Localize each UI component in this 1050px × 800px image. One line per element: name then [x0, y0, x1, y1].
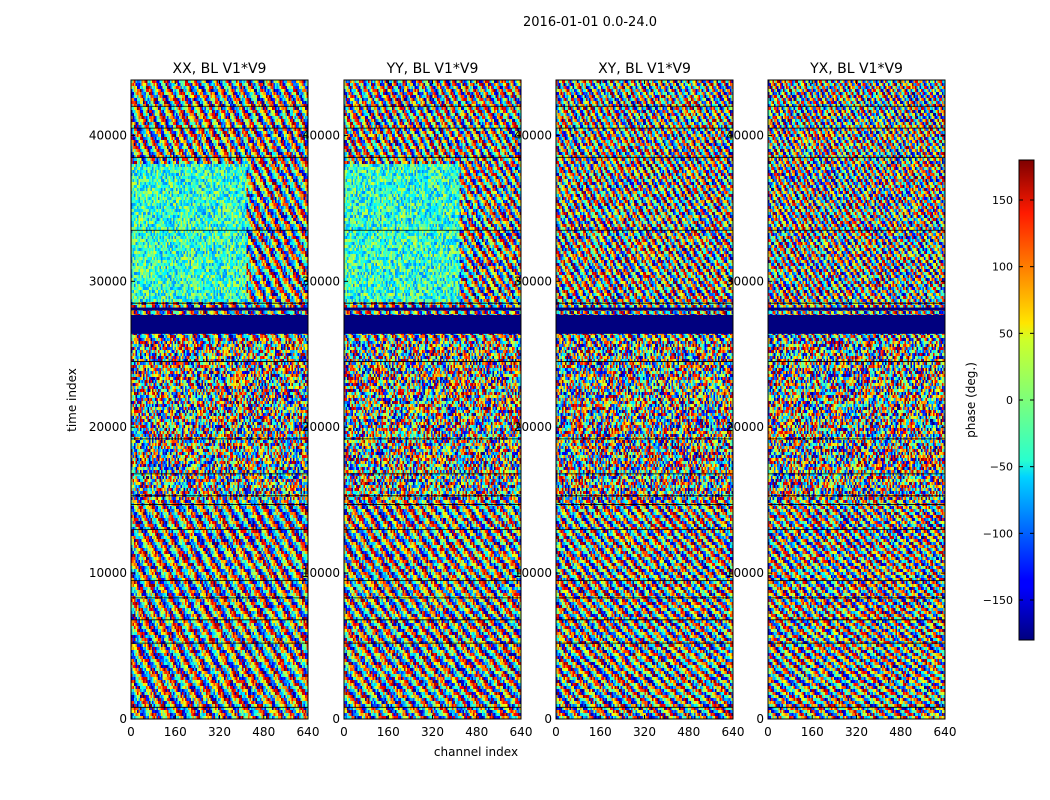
- masked-time-band: [556, 307, 733, 311]
- x-tick-label: 160: [801, 725, 824, 739]
- phase-heatmap-image: [768, 80, 945, 719]
- masked-time-band: [131, 307, 308, 311]
- y-tick-label: 20000: [514, 420, 552, 434]
- y-tick-label: 40000: [89, 128, 127, 142]
- colorbar: −150 −100 −50 0 50 100 150 phase (deg.): [964, 159, 1035, 641]
- x-tick-label: 640: [934, 725, 957, 739]
- y-tick-label: 0: [756, 712, 764, 726]
- figure-suptitle: 2016-01-01 0.0-24.0: [523, 15, 657, 30]
- x-tick-label: 480: [889, 725, 912, 739]
- y-axis-label: time index: [65, 368, 79, 432]
- y-tick-label: 40000: [514, 128, 552, 142]
- y-tick-label: 10000: [89, 566, 127, 580]
- masked-time-band: [344, 307, 521, 311]
- masked-time-band: [344, 314, 521, 334]
- colorbar-tick-label: 50: [999, 327, 1013, 340]
- colorbar-tick-label: 0: [1006, 394, 1013, 407]
- colorbar-label: phase (deg.): [964, 362, 978, 438]
- x-tick-label: 320: [845, 725, 868, 739]
- y-tick-label: 10000: [514, 566, 552, 580]
- colorbar-tick-label: −100: [983, 527, 1013, 540]
- panel-title: YX, BL V1*V9: [809, 61, 903, 77]
- panel-4: YX, BL V1*V9 0 160 320 480 640 0 10000 20000 3000…: [726, 61, 957, 739]
- y-tick-label: 0: [119, 712, 127, 726]
- x-tick-label: 480: [465, 725, 488, 739]
- y-tick-label: 40000: [726, 128, 764, 142]
- y-tick-label: 20000: [726, 420, 764, 434]
- y-tick-label: 30000: [302, 274, 340, 288]
- colorbar-tick-label: 150: [992, 194, 1013, 207]
- y-tick-label: 10000: [726, 566, 764, 580]
- y-tick-label: 30000: [89, 274, 127, 288]
- x-tick-label: 0: [340, 725, 348, 739]
- y-tick-label: 10000: [302, 566, 340, 580]
- colorbar-tick-label: 100: [992, 261, 1013, 274]
- x-tick-label: 160: [377, 725, 400, 739]
- y-tick-label: 40000: [302, 128, 340, 142]
- panel-title: XX, BL V1*V9: [173, 61, 267, 77]
- x-tick-label: 640: [297, 725, 320, 739]
- y-tick-label: 30000: [514, 274, 552, 288]
- x-tick-label: 0: [552, 725, 560, 739]
- x-tick-label: 480: [252, 725, 275, 739]
- x-tick-label: 320: [208, 725, 231, 739]
- masked-time-band: [131, 314, 308, 334]
- masked-time-band: [556, 314, 733, 334]
- x-tick-label: 320: [633, 725, 656, 739]
- x-tick-label: 480: [677, 725, 700, 739]
- masked-time-band: [768, 307, 945, 311]
- x-tick-label: 0: [127, 725, 135, 739]
- phase-heatmap-image: [344, 80, 521, 719]
- y-tick-label: 0: [332, 712, 340, 726]
- colorbar-ticks: −150 −100 −50 0 50 100 150: [983, 194, 1034, 607]
- x-axis-label: channel index: [434, 745, 518, 759]
- y-tick-label: 20000: [302, 420, 340, 434]
- x-tick-label: 640: [722, 725, 745, 739]
- x-tick-label: 160: [589, 725, 612, 739]
- x-tick-label: 160: [164, 725, 187, 739]
- panels: XX, BL V1*V9 0 160 320 480 640 0 10000 20000 3000…: [89, 61, 957, 739]
- phase-heatmap-image: [131, 80, 308, 719]
- y-tick-label: 30000: [726, 274, 764, 288]
- x-tick-label: 320: [421, 725, 444, 739]
- phase-heatmap-image: [556, 80, 733, 719]
- y-tick-label: 20000: [89, 420, 127, 434]
- colorbar-tick-label: −50: [990, 461, 1013, 474]
- y-tick-label: 0: [544, 712, 552, 726]
- panel-title: YY, BL V1*V9: [386, 61, 479, 77]
- panel-2: YY, BL V1*V9 0 160 320 480 640 0 10000 20000 3000…: [302, 61, 533, 739]
- panel-3: XY, BL V1*V9 0 160 320 480 640 0 10000 20000 3000…: [514, 61, 745, 739]
- colorbar-tick-label: −150: [983, 594, 1013, 607]
- panel-1: XX, BL V1*V9 0 160 320 480 640 0 10000 20000 3000…: [89, 61, 320, 739]
- panel-title: XY, BL V1*V9: [598, 61, 691, 77]
- x-tick-label: 640: [510, 725, 533, 739]
- masked-time-band: [768, 314, 945, 334]
- x-tick-label: 0: [764, 725, 772, 739]
